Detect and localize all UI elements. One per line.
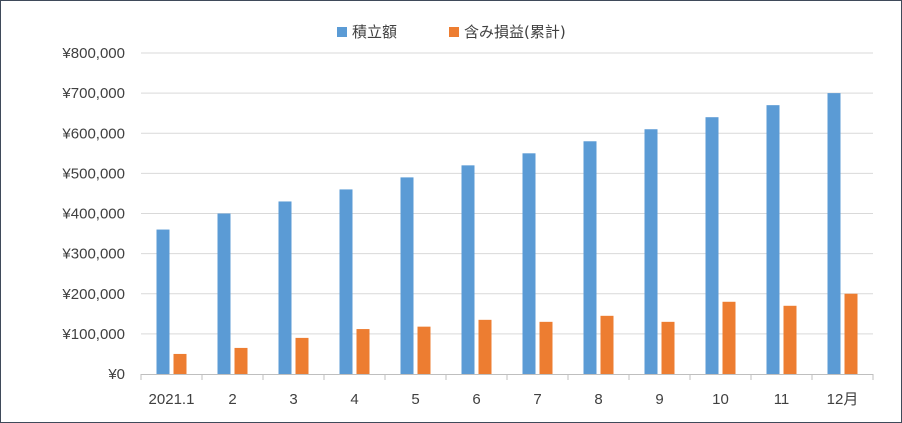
gridlines [141,52,873,335]
bar-contribution [766,105,780,374]
bar-unrealized-gain [844,293,858,374]
legend: 積立額 含み損益(累計) [337,23,566,41]
y-tick-label: ¥700,000 [61,85,125,102]
legend-label: 積立額 [352,23,397,41]
bar-contribution [339,189,353,374]
y-tick-label: ¥200,000 [61,286,125,303]
x-tick-label: 8 [594,391,602,408]
bar-contribution [278,201,292,374]
bar-contribution [400,177,414,374]
bar-unrealized-gain [600,315,614,374]
y-tick-label: ¥800,000 [61,45,125,62]
bar-contribution [583,141,597,374]
bar-unrealized-gain [417,326,431,374]
x-tick-label: 11 [774,391,790,408]
x-axis: 2021.1 2 3 4 5 6 7 8 9 10 11 12月 [140,374,874,408]
y-tick-label: ¥500,000 [61,165,125,182]
x-tick-label: 2021.1 [149,391,195,408]
bar-unrealized-gain [234,347,248,374]
bar-unrealized-gain [783,305,797,374]
x-tick-label: 6 [472,391,480,408]
x-tick-label: 12月 [827,391,859,408]
bar-contribution [217,213,231,374]
legend-label: 含み損益(累計) [464,23,566,41]
x-tick-label: 5 [411,391,419,408]
x-tick-label: 2 [228,391,236,408]
y-tick-label: ¥0 [107,366,125,383]
x-tick-label: 9 [655,391,663,408]
bars [156,93,858,374]
y-tick-label: ¥100,000 [61,326,125,343]
legend-swatch [337,27,347,37]
bar-unrealized-gain [539,321,553,374]
bar-unrealized-gain [722,301,736,374]
bar-contribution [461,165,475,374]
bar-unrealized-gain [356,329,370,374]
y-tick-label: ¥300,000 [61,246,125,263]
bar-unrealized-gain [295,337,309,374]
bar-unrealized-gain [478,319,492,374]
legend-swatch [449,27,459,37]
x-tick-label: 7 [533,391,541,408]
bar-contribution [705,117,719,374]
x-tick-label: 10 [712,391,729,408]
y-axis-ticks: ¥0 ¥100,000 ¥200,000 ¥300,000 ¥400,000 ¥500,0… [61,45,125,383]
bar-contribution [156,229,170,374]
y-tick-label: ¥400,000 [61,206,125,223]
bar-contribution [522,153,536,374]
bar-unrealized-gain [661,321,675,374]
bar-contribution [827,93,841,374]
y-tick-label: ¥600,000 [61,125,125,142]
x-tick-label: 4 [350,391,358,408]
bar-unrealized-gain [173,353,187,374]
bar-contribution [644,129,658,374]
x-tick-label: 3 [289,391,297,408]
